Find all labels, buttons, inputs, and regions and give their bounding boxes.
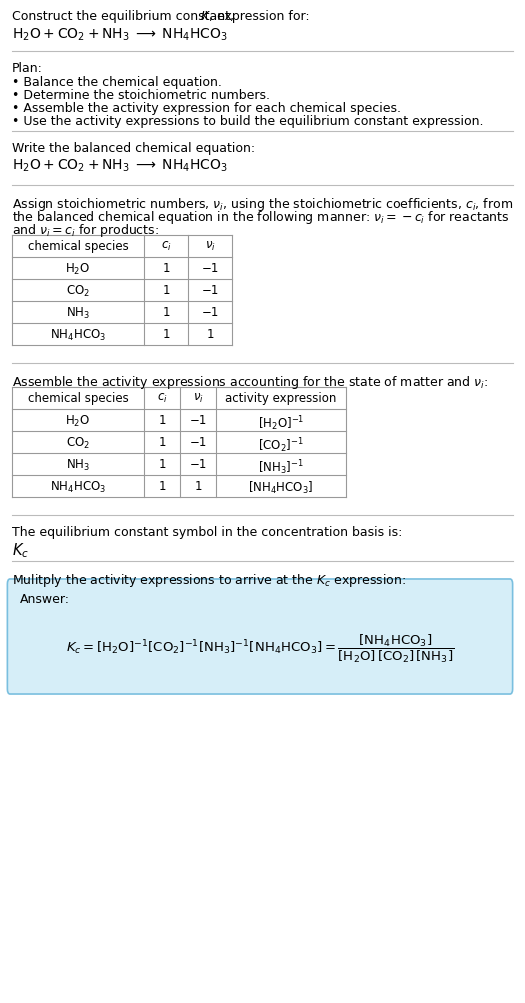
Text: 1: 1: [162, 306, 170, 319]
Text: −1: −1: [201, 284, 219, 297]
Text: −1: −1: [190, 435, 207, 448]
Text: $\mathrm{CO_2}$: $\mathrm{CO_2}$: [66, 284, 90, 299]
Text: , expression for:: , expression for:: [209, 10, 310, 23]
Text: $[\mathrm{H_2O}]^{-1}$: $[\mathrm{H_2O}]^{-1}$: [258, 413, 304, 432]
Text: $c_i$: $c_i$: [161, 240, 171, 253]
Text: $c_i$: $c_i$: [156, 391, 167, 404]
Text: • Assemble the activity expression for each chemical species.: • Assemble the activity expression for e…: [12, 102, 401, 115]
Text: • Balance the chemical equation.: • Balance the chemical equation.: [12, 76, 222, 89]
Text: 1: 1: [158, 413, 166, 426]
Text: Mulitply the activity expressions to arrive at the $K_c$ expression:: Mulitply the activity expressions to arr…: [12, 572, 406, 589]
Text: $K_c = [\mathrm{H_2O}]^{-1} [\mathrm{CO_2}]^{-1} [\mathrm{NH_3}]^{-1}[\mathrm{NH: $K_c = [\mathrm{H_2O}]^{-1} [\mathrm{CO_…: [66, 632, 454, 665]
Text: $\nu_i$: $\nu_i$: [193, 391, 203, 404]
Text: 1: 1: [162, 328, 170, 341]
Text: Assign stoichiometric numbers, $\nu_i$, using the stoichiometric coefficients, $: Assign stoichiometric numbers, $\nu_i$, …: [12, 196, 513, 213]
Text: $\nu_i$: $\nu_i$: [205, 240, 215, 253]
Text: Answer:: Answer:: [20, 593, 70, 606]
Text: and $\nu_i = c_i$ for products:: and $\nu_i = c_i$ for products:: [12, 222, 159, 239]
Text: Assemble the activity expressions accounting for the state of matter and $\nu_i$: Assemble the activity expressions accoun…: [12, 374, 488, 390]
Text: 1: 1: [158, 479, 166, 492]
Text: $\mathrm{H_2O}$: $\mathrm{H_2O}$: [66, 413, 91, 428]
Text: −1: −1: [201, 306, 219, 319]
Text: $\mathrm{H_2O + CO_2 + NH_3 \;\longrightarrow\; NH_4HCO_3}$: $\mathrm{H_2O + CO_2 + NH_3 \;\longright…: [12, 157, 228, 175]
Text: • Use the activity expressions to build the equilibrium constant expression.: • Use the activity expressions to build …: [12, 115, 484, 127]
Text: Write the balanced chemical equation:: Write the balanced chemical equation:: [12, 141, 255, 154]
Text: $\mathrm{H_2O + CO_2 + NH_3 \;\longrightarrow\; NH_4HCO_3}$: $\mathrm{H_2O + CO_2 + NH_3 \;\longright…: [12, 27, 228, 43]
Text: 1: 1: [158, 457, 166, 470]
Text: −1: −1: [190, 457, 207, 470]
Text: −1: −1: [201, 262, 219, 275]
Text: $\mathrm{NH_3}$: $\mathrm{NH_3}$: [66, 306, 90, 321]
Text: chemical species: chemical species: [28, 240, 129, 253]
Text: chemical species: chemical species: [28, 391, 129, 404]
Text: activity expression: activity expression: [225, 391, 337, 404]
Text: Plan:: Plan:: [12, 62, 43, 75]
Text: $K_c$: $K_c$: [12, 541, 29, 559]
Text: $\mathrm{H_2O}$: $\mathrm{H_2O}$: [66, 262, 91, 277]
Text: 1: 1: [162, 284, 170, 297]
Text: −1: −1: [190, 413, 207, 426]
Text: K: K: [201, 10, 209, 23]
Text: 1: 1: [158, 435, 166, 448]
Text: 1: 1: [162, 262, 170, 275]
Text: $[\mathrm{CO_2}]^{-1}$: $[\mathrm{CO_2}]^{-1}$: [258, 435, 304, 454]
Text: $\mathrm{NH_4HCO_3}$: $\mathrm{NH_4HCO_3}$: [50, 328, 106, 343]
Text: $\mathrm{NH_4HCO_3}$: $\mathrm{NH_4HCO_3}$: [50, 479, 106, 494]
Text: • Determine the stoichiometric numbers.: • Determine the stoichiometric numbers.: [12, 89, 270, 102]
Text: The equilibrium constant symbol in the concentration basis is:: The equilibrium constant symbol in the c…: [12, 526, 402, 539]
Text: the balanced chemical equation in the following manner: $\nu_i = -c_i$ for react: the balanced chemical equation in the fo…: [12, 209, 509, 226]
Text: Construct the equilibrium constant,: Construct the equilibrium constant,: [12, 10, 238, 23]
Text: $\mathrm{NH_3}$: $\mathrm{NH_3}$: [66, 457, 90, 472]
Text: 1: 1: [194, 479, 202, 492]
Text: $\mathrm{CO_2}$: $\mathrm{CO_2}$: [66, 435, 90, 450]
Text: $[\mathrm{NH_3}]^{-1}$: $[\mathrm{NH_3}]^{-1}$: [258, 457, 304, 476]
Text: 1: 1: [206, 328, 214, 341]
Text: $[\mathrm{NH_4HCO_3}]$: $[\mathrm{NH_4HCO_3}]$: [248, 479, 314, 495]
